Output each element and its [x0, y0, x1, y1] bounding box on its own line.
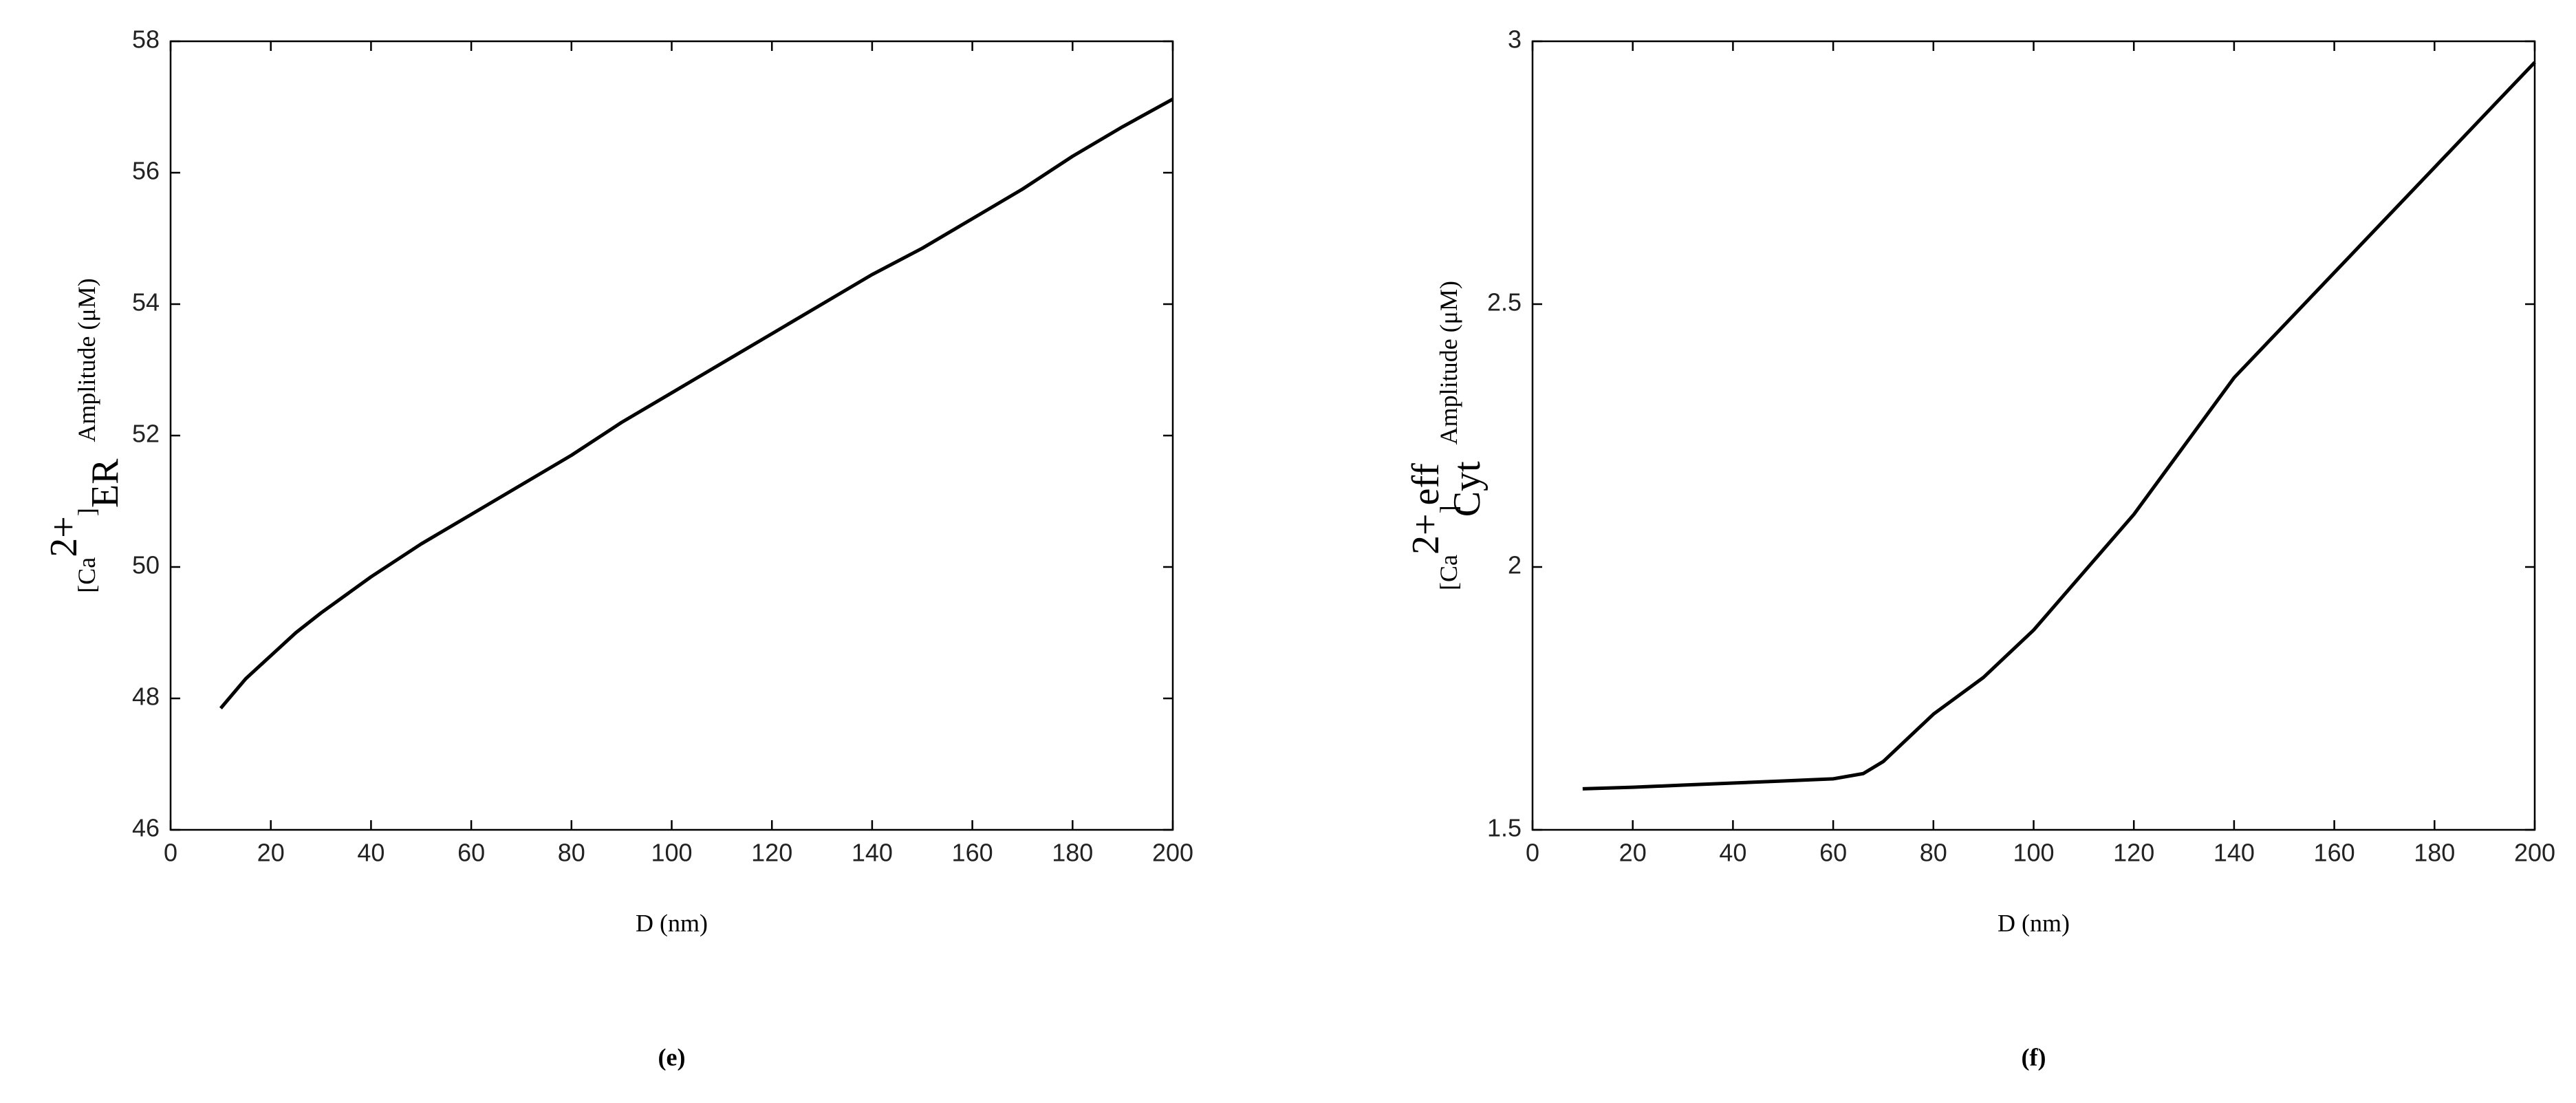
label-part: ] [73, 508, 100, 516]
data-line [219, 97, 1174, 709]
x-tick-label: 140 [852, 839, 893, 867]
x-tick-label: 180 [1052, 839, 1093, 867]
x-tick-label: 160 [952, 839, 993, 867]
y-tick-label: 2.5 [1487, 288, 1522, 317]
label-part: eff [1405, 463, 1447, 505]
label-part: 2+ [1405, 513, 1447, 555]
x-tick-label: 20 [257, 839, 285, 867]
label-part: 2+ [43, 516, 85, 557]
x-tick-label: 100 [2013, 839, 2054, 867]
y-tick-label: 52 [132, 420, 160, 448]
x-tick-label: 80 [558, 839, 585, 867]
panel-label: (f) [2022, 1043, 2046, 1071]
x-tick-label: 0 [1526, 839, 1539, 867]
y-tick-label: 56 [132, 157, 160, 185]
panel-label: (e) [658, 1043, 686, 1071]
x-tick-label: 60 [1819, 839, 1847, 867]
label-part: [Ca [73, 557, 100, 593]
x-axis-title: D (nm) [636, 909, 708, 936]
y-tick-label: 3 [1508, 25, 1522, 54]
x-tick-label: 140 [2214, 839, 2255, 867]
label-part: Amplitude (μM) [73, 278, 100, 442]
label-part: Cyt [1446, 461, 1489, 517]
y-axis-title: [Ca2+]effCyt Amplitude (μM) [1405, 281, 1489, 590]
label-part: [Ca [1435, 555, 1462, 590]
x-tick-label: 200 [1152, 839, 1193, 867]
x-tick-label: 200 [2514, 839, 2555, 867]
x-tick-label: 40 [1719, 839, 1746, 867]
x-tick-label: 40 [357, 839, 385, 867]
x-tick-label: 100 [651, 839, 692, 867]
label-part: ] [1435, 505, 1462, 513]
data-line [1582, 61, 2536, 791]
plot-frame [1531, 40, 2536, 831]
y-tick-label: 46 [132, 814, 160, 842]
y-axis-title: [Ca2+]ER Amplitude (μM) [43, 278, 127, 592]
plot-frame [169, 40, 1174, 831]
x-tick-label: 0 [164, 839, 177, 867]
y-tick-label: 48 [132, 683, 160, 711]
label-part: Amplitude (μM) [1435, 281, 1462, 445]
y-tick-label: 1.5 [1487, 814, 1522, 842]
y-tick-label: 2 [1508, 551, 1522, 579]
x-tick-label: 120 [2113, 839, 2154, 867]
x-axis-title: D (nm) [1998, 909, 2070, 936]
x-tick-label: 120 [751, 839, 792, 867]
x-tick-label: 60 [457, 839, 485, 867]
x-tick-label: 20 [1619, 839, 1647, 867]
x-tick-label: 160 [2314, 839, 2355, 867]
y-tick-label: 54 [132, 288, 160, 317]
y-tick-label: 58 [132, 25, 160, 54]
y-tick-label: 50 [132, 551, 160, 579]
label-part: ER [84, 458, 127, 508]
x-tick-label: 80 [1920, 839, 1947, 867]
x-tick-label: 180 [2414, 839, 2455, 867]
